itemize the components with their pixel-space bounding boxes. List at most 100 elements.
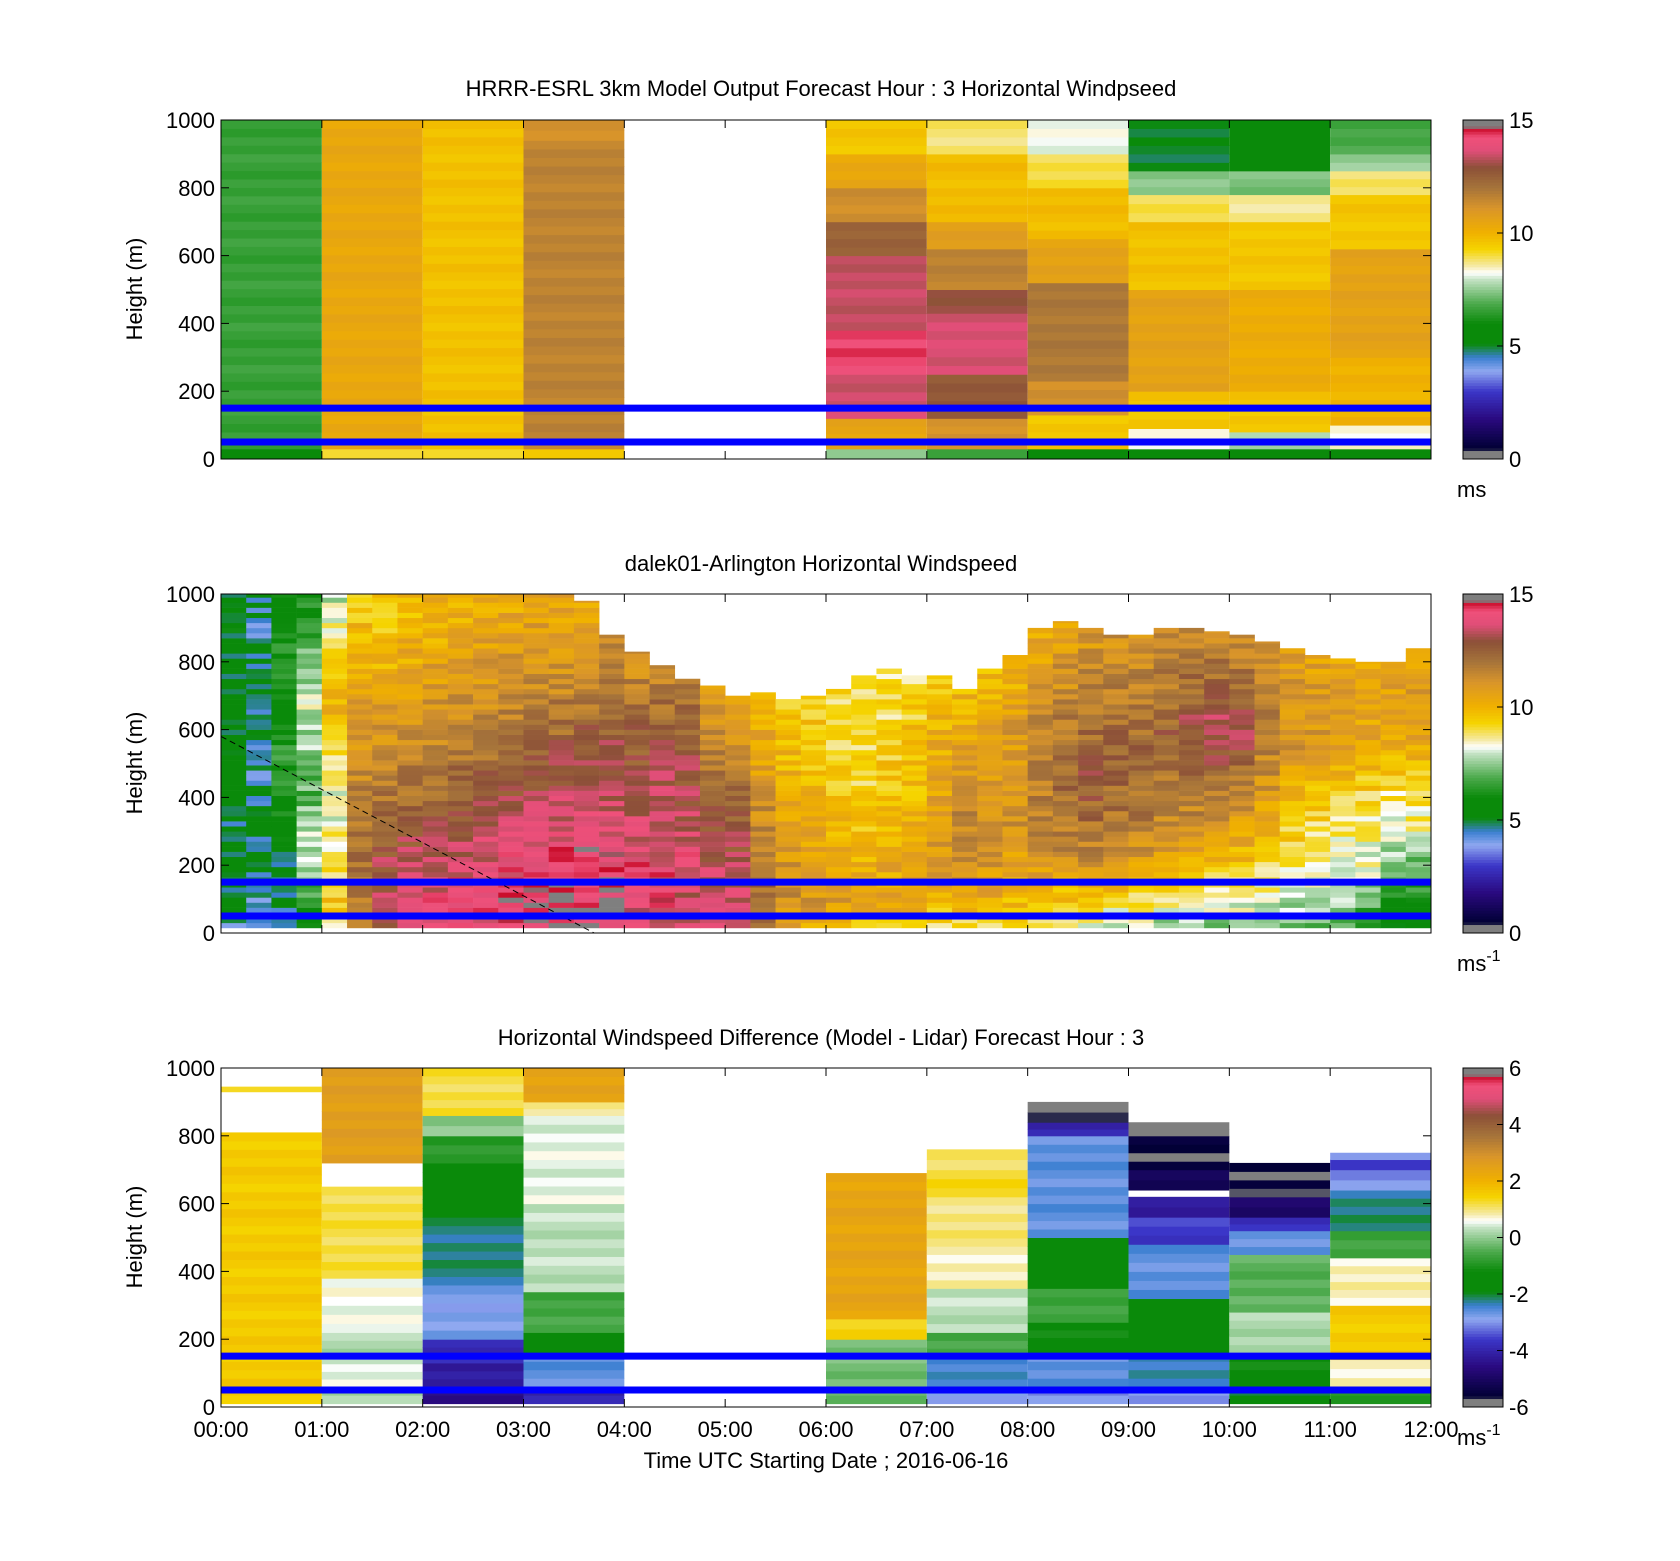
heat-cell [1279, 739, 1306, 746]
heat-cell [725, 714, 751, 720]
heat-cell [1128, 668, 1155, 674]
colorbar-swatch [1463, 201, 1503, 206]
heat-cell [1254, 714, 1281, 720]
heat-cell [926, 922, 953, 929]
heat-cell [599, 800, 625, 807]
heat-cell [523, 744, 550, 751]
heat-cell [473, 866, 499, 873]
heat-cell [221, 627, 247, 634]
heat-cell [523, 1133, 625, 1143]
heat-cell [1027, 414, 1129, 424]
heat-cell [1027, 145, 1129, 155]
colorbar-swatch [1463, 340, 1503, 344]
heat-cell [498, 810, 524, 817]
heat-cell [826, 775, 852, 781]
heat-cell [1027, 749, 1054, 756]
heat-cell [523, 897, 550, 903]
colorbar-swatch [1463, 1375, 1503, 1380]
heat-cell [1405, 892, 1432, 898]
heat-cell [271, 739, 297, 746]
heat-cell [1153, 851, 1180, 858]
colorbar-swatch [1463, 1161, 1503, 1165]
x-tick-label: 01:00 [294, 1417, 349, 1442]
heat-cell [473, 821, 499, 827]
heat-cell [1380, 846, 1407, 852]
heat-cell [1002, 729, 1028, 735]
heat-cell [1380, 724, 1407, 730]
heat-cell [1229, 688, 1255, 695]
heat-cell [1002, 790, 1028, 797]
heat-cell [271, 851, 297, 858]
heat-cell [422, 719, 449, 725]
heat-cell [1178, 887, 1205, 893]
heat-cell [1078, 917, 1104, 924]
heat-cell [1078, 902, 1104, 908]
heat-cell [523, 688, 550, 695]
heat-cell [321, 280, 423, 290]
heat-cell [296, 810, 323, 817]
heat-cell [321, 313, 423, 323]
heat-cell [1229, 431, 1331, 441]
heat-cell [473, 602, 499, 608]
heat-cell [1078, 846, 1104, 852]
heat-cell [1204, 699, 1230, 705]
colorbar-swatch [1463, 732, 1503, 736]
heat-cell [1355, 780, 1381, 786]
heat-cell [296, 594, 323, 598]
heat-cell [1279, 805, 1306, 812]
heat-cell [1027, 744, 1054, 751]
heat-cell [624, 785, 650, 791]
colorbar-swatch [1463, 1353, 1503, 1357]
heat-cell [901, 887, 928, 893]
heat-cell [548, 612, 575, 619]
colorbar-swatch [1463, 292, 1503, 296]
heat-cell [321, 694, 348, 700]
heat-cell [649, 826, 676, 832]
colorbar-swatch [1463, 1096, 1503, 1100]
heat-cell [1405, 709, 1432, 715]
heat-cell [523, 1324, 625, 1333]
heat-cell [296, 765, 323, 771]
heat-cell [397, 775, 423, 781]
colorbar-swatch [1463, 1076, 1503, 1080]
heat-cell [826, 887, 852, 893]
heat-cell [1027, 247, 1129, 257]
heat-cell [473, 836, 499, 842]
heat-cell [1027, 1279, 1129, 1289]
heat-cell [1254, 851, 1281, 858]
heat-cell [1178, 627, 1205, 634]
heat-cell [473, 668, 499, 674]
heat-cell [296, 632, 323, 639]
colorbar-swatch [1463, 834, 1503, 838]
heat-cell [876, 765, 902, 771]
colorbar-swatch [1463, 1358, 1503, 1363]
heat-cell [296, 627, 323, 634]
heat-cell [800, 846, 827, 852]
heat-cell [573, 678, 600, 685]
heat-cell [826, 365, 927, 375]
colorbar-swatch [1463, 899, 1503, 903]
heat-cell [851, 699, 877, 705]
heat-cell [221, 607, 247, 613]
colorbar-swatch [1463, 136, 1503, 141]
heat-cell [1330, 186, 1431, 196]
heat-cell [926, 1221, 1028, 1231]
heat-cell [1128, 357, 1230, 367]
heat-cell [347, 800, 373, 807]
heat-cell [1330, 1265, 1431, 1275]
heat-cell [1355, 851, 1381, 858]
heat-cell [321, 1228, 423, 1238]
heat-cell [1355, 709, 1381, 715]
heat-cell [221, 229, 322, 239]
heat-cell [321, 1253, 423, 1263]
heat-cell [775, 917, 802, 924]
colorbar-swatch [1463, 447, 1503, 452]
colorbar-swatch [1463, 882, 1503, 886]
heat-cell [1027, 800, 1054, 807]
heat-cell [674, 780, 701, 786]
heat-cell [750, 714, 776, 720]
heat-cell [296, 719, 323, 725]
colorbar-swatch [1463, 300, 1503, 305]
heat-cell [347, 826, 373, 832]
heat-cell [221, 423, 322, 433]
